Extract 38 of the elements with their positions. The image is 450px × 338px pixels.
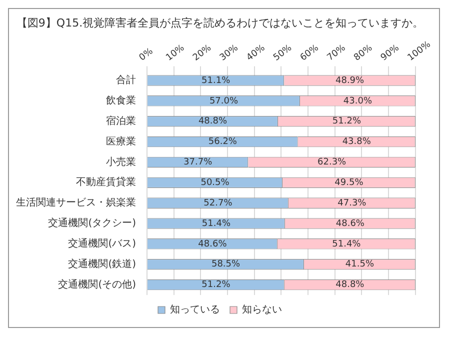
data-label: 48.6%	[198, 239, 228, 250]
x-tick-label: 0%	[138, 46, 156, 64]
x-tick-label: 40%	[245, 42, 268, 64]
data-label: 62.3%	[318, 158, 347, 168]
legend-label: 知っている	[170, 304, 220, 316]
data-label: 51.4%	[202, 218, 231, 229]
y-tick-label: 宿泊業	[106, 114, 136, 127]
data-label: 52.7%	[204, 198, 233, 208]
data-label: 41.5%	[345, 260, 374, 270]
y-tick-label: 飲食業	[106, 94, 136, 107]
data-label: 56.2%	[208, 137, 238, 148]
data-label: 51.4%	[332, 239, 362, 250]
y-tick-label: 医療業	[106, 135, 136, 148]
data-label: 43.0%	[343, 96, 372, 106]
data-label: 49.5%	[334, 178, 364, 188]
data-label: 58.5%	[211, 260, 241, 270]
data-label: 47.3%	[338, 198, 367, 208]
y-tick-label: 小売業	[106, 156, 136, 168]
data-label: 37.7%	[184, 158, 213, 168]
chart-title: 【図9】Q15.視覚障害者全員が点字を読めるわけではないことを知っていますか。	[16, 16, 424, 30]
data-label: 51.2%	[332, 116, 362, 127]
y-tick-label: 交通機関(タクシー)	[48, 217, 136, 230]
data-label: 51.1%	[202, 76, 231, 86]
data-label: 48.6%	[336, 218, 365, 229]
y-tick-label: 合計	[116, 74, 136, 86]
y-tick-label: 不動産賃貸業	[76, 176, 136, 188]
data-label: 57.0%	[209, 96, 238, 106]
data-label: 48.8%	[198, 116, 228, 127]
y-tick-label: 交通機関(その他)	[58, 278, 136, 290]
data-label: 48.9%	[335, 76, 365, 86]
data-label: 48.8%	[336, 280, 365, 290]
data-label: 51.2%	[202, 280, 231, 290]
y-tick-label: 交通機関(鉄道)	[68, 258, 136, 270]
y-tick-label: 交通機関(バス)	[68, 238, 136, 250]
data-label: 43.8%	[342, 137, 372, 148]
legend-label: 知らない	[242, 304, 282, 316]
y-tick-label: 生活関連サービス・娯楽業	[16, 196, 136, 209]
data-label: 50.5%	[200, 178, 230, 188]
